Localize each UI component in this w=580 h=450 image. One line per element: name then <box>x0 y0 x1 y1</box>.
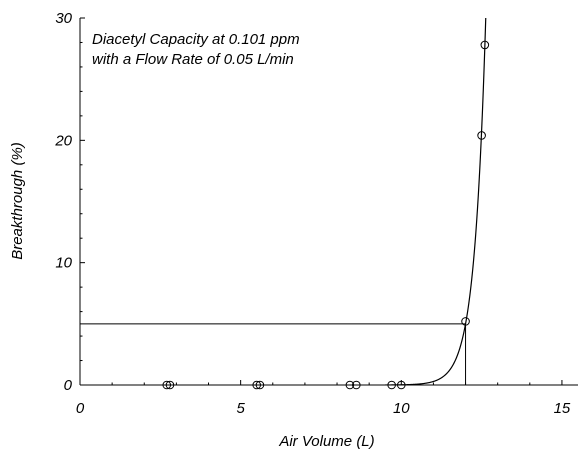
x-axis-title: Air Volume (L) <box>278 433 374 450</box>
x-tick-label: 10 <box>393 400 410 417</box>
y-axis-title: Breakthrough (%) <box>9 142 26 260</box>
y-tick-label: 10 <box>55 255 72 272</box>
x-tick-label: 15 <box>554 400 571 417</box>
y-tick-label: 30 <box>55 10 72 27</box>
ticks-layer: 0 5 10 15 0 10 20 30 <box>54 10 571 417</box>
data-point <box>480 40 490 50</box>
x-tick-label: 5 <box>236 400 245 417</box>
chart-annotation: Diacetyl Capacity at 0.101 ppm with a Fl… <box>92 31 300 68</box>
data-points <box>162 40 490 390</box>
data-point <box>477 131 486 140</box>
y-tick-label: 20 <box>54 132 72 149</box>
reference-lines <box>80 323 467 385</box>
y-tick-label: 0 <box>64 377 73 394</box>
annotation-line-2: with a Flow Rate of 0.05 L/min <box>92 51 294 68</box>
x-tick-label: 0 <box>76 400 85 417</box>
data-point <box>461 317 470 326</box>
annotation-line-1: Diacetyl Capacity at 0.101 ppm <box>92 31 300 48</box>
fit-curve <box>385 17 487 386</box>
fit-curve-layer <box>385 17 487 386</box>
